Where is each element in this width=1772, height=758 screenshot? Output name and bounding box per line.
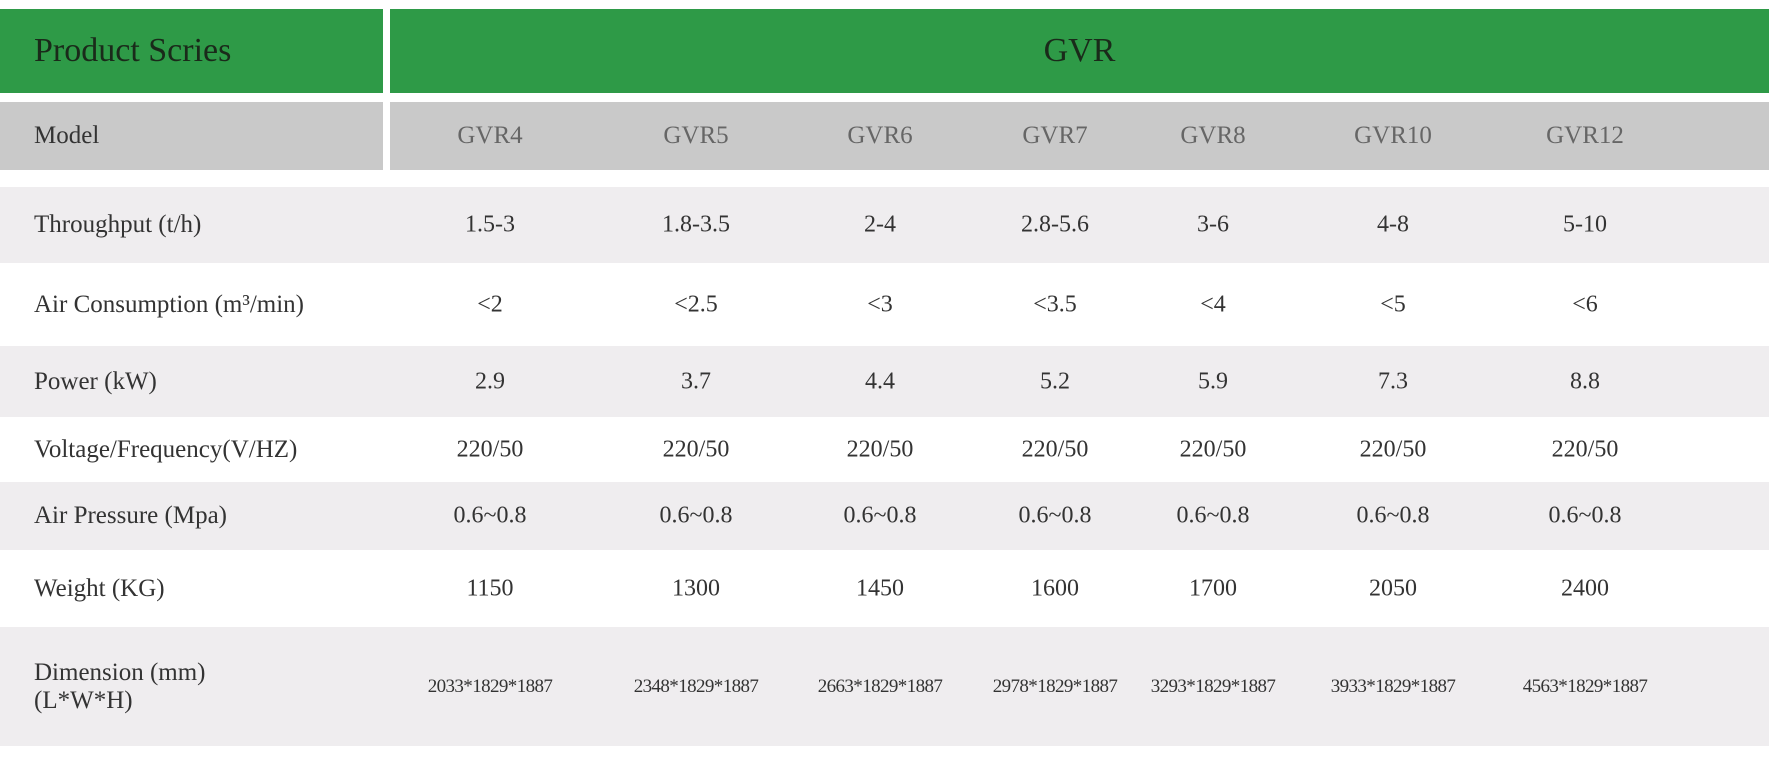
model-name: GVR5 [663, 122, 729, 149]
header-series: GVR [1043, 32, 1116, 69]
cell-value: <6 [1572, 291, 1598, 317]
cell-value: <4 [1200, 291, 1226, 317]
cell-value: 1700 [1189, 575, 1237, 601]
cell-value: 0.6~0.8 [843, 502, 917, 529]
row-label: Power (kW) [34, 367, 157, 395]
header-label-cell: Product Scries [0, 9, 383, 93]
row-label: Throughput (t/h) [34, 211, 202, 238]
cell-value: <3 [867, 291, 893, 317]
cell-value: 220/50 [662, 436, 730, 462]
cell-value: 220/50 [456, 436, 524, 462]
row-label: Dimension (mm) [34, 658, 206, 686]
cell-value: 5.9 [1198, 368, 1228, 394]
row-label: Air Pressure (Mpa) [34, 502, 228, 529]
cell-value: 5.2 [1040, 368, 1070, 394]
cell-value: 4-8 [1377, 211, 1409, 238]
cell-value: 1150 [466, 575, 514, 601]
header-series-cell: GVR [390, 9, 1769, 93]
model-values-cell [390, 102, 1769, 170]
model-name: GVR8 [1180, 122, 1246, 149]
cell-value: <5 [1380, 291, 1406, 317]
cell-value: 5-10 [1563, 211, 1607, 238]
table-row: Power (kW) 2.9 3.7 4.4 5.2 5.9 7.3 8.8 [0, 346, 1769, 417]
row-label-cell: Throughput (t/h) [0, 187, 383, 263]
cell-value: 2-4 [864, 211, 896, 238]
cell-value: 0.6~0.8 [659, 502, 733, 529]
cell-value: 2.9 [475, 368, 505, 394]
model-name: GVR4 [457, 122, 523, 149]
cell-value: 220/50 [1359, 436, 1427, 462]
cell-value: 1300 [672, 575, 720, 601]
row-label-cell: Voltage/Frequency(V/HZ) [0, 417, 383, 482]
cell-value: 220/50 [1179, 436, 1247, 462]
cell-value: 2663*1829*1887 [817, 675, 943, 697]
cell-value: 0.6~0.8 [453, 502, 527, 529]
row-label: Voltage/Frequency(V/HZ) [34, 435, 298, 463]
row-label-cell: Air Pressure (Mpa) [0, 482, 383, 550]
table-row: Air Consumption (m³/min) <2 <2.5 <3 <3.5 <4 <5… [0, 263, 1769, 346]
table-row: Voltage/Frequency(V/HZ) 220/50 220/50 220/5… [0, 417, 1769, 482]
row-label-cell: Power (kW) [0, 346, 383, 417]
cell-value: 3933*1829*1887 [1330, 675, 1456, 697]
cell-value: 1450 [856, 575, 904, 601]
row-label-cell: Weight (KG) [0, 550, 383, 627]
cell-value: 2348*1829*1887 [633, 675, 759, 697]
cell-value: 220/50 [1021, 436, 1089, 462]
model-name: GVR7 [1022, 122, 1088, 149]
row-label: (L*W*H) [34, 686, 133, 714]
cell-value: 1.8-3.5 [662, 211, 730, 238]
table-row: Dimension (mm) (L*W*H) 2033*1829*1887 2348*… [0, 627, 1769, 746]
cell-value: 3-6 [1197, 211, 1229, 238]
cell-value: 0.6~0.8 [1176, 502, 1250, 529]
table-row: Air Pressure (Mpa) 0.6~0.8 0.6~0.8 0.6~0.8 0… [0, 482, 1769, 550]
cell-value: 1.5-3 [465, 211, 515, 238]
row-label: Weight (KG) [34, 574, 165, 602]
cell-value: 220/50 [1551, 436, 1619, 462]
cell-value: <2.5 [674, 291, 718, 317]
cell-value: 2033*1829*1887 [427, 675, 553, 697]
row-label-cell: Air Consumption (m³/min) [0, 263, 383, 346]
cell-value: 3293*1829*1887 [1150, 675, 1276, 697]
header-label: Product Scries [34, 32, 232, 69]
cell-value: 1600 [1031, 575, 1079, 601]
cell-value: 2.8-5.6 [1021, 211, 1089, 238]
model-label-cell: Model [0, 102, 383, 170]
model-name: GVR12 [1546, 122, 1624, 149]
cell-value: 3.7 [681, 368, 711, 394]
cell-value: 8.8 [1570, 368, 1600, 394]
cell-value: 2050 [1369, 575, 1417, 601]
cell-value: 0.6~0.8 [1018, 502, 1092, 529]
table-row: Weight (KG) 1150 1300 1450 1600 1700 2050 2400 [0, 550, 1769, 627]
cell-value: 2400 [1561, 575, 1609, 601]
cell-value: <3.5 [1033, 291, 1077, 317]
row-label: Air Consumption (m³/min) [34, 290, 304, 318]
cell-value: 0.6~0.8 [1356, 502, 1430, 529]
cell-value: 4.4 [865, 368, 895, 394]
table-row: Throughput (t/h) 1.5-3 1.8-3.5 2-4 2.8-5.6 3-… [0, 187, 1769, 263]
model-name: GVR10 [1354, 122, 1432, 149]
cell-value: <2 [477, 291, 503, 317]
model-name: GVR6 [847, 122, 913, 149]
cell-value: 4563*1829*1887 [1522, 675, 1648, 697]
cell-value: 2978*1829*1887 [992, 675, 1118, 697]
cell-value: 220/50 [846, 436, 914, 462]
cell-value: 7.3 [1378, 368, 1408, 394]
cell-value: 0.6~0.8 [1548, 502, 1622, 529]
model-label: Model [34, 122, 100, 149]
row-label-cell: Dimension (mm) (L*W*H) [0, 627, 383, 746]
